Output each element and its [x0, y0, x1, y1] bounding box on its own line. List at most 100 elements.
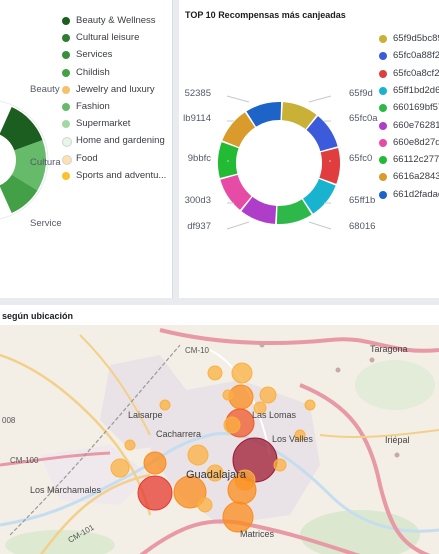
legend-label: Childish — [76, 66, 110, 78]
location-bubble[interactable] — [294, 429, 306, 441]
location-bubble[interactable] — [143, 451, 167, 475]
location-bubble[interactable] — [222, 389, 234, 401]
legend-swatch — [379, 104, 387, 113]
slice-label-cultural: Cultura — [30, 157, 61, 168]
donut-slice[interactable] — [246, 102, 282, 127]
legend-label: Beauty & Wellness — [76, 15, 156, 26]
donut-slice[interactable] — [218, 142, 239, 179]
highway-cm100 — [0, 451, 111, 467]
legend-swatch — [62, 137, 72, 148]
location-bubbles — [110, 342, 400, 533]
donut-label: 52385 — [185, 88, 211, 99]
slice-label-services: Service — [30, 218, 62, 229]
donut-label: 65fc0a — [349, 113, 378, 124]
label-008: 008 — [2, 416, 16, 425]
location-bubble[interactable] — [197, 497, 213, 513]
donut-slice[interactable] — [222, 112, 255, 148]
donut-label: 9bbfc — [188, 153, 211, 164]
map[interactable]: CM-10 Taragona Iriépal CM-100 Los Marcha… — [0, 325, 439, 554]
road — [39, 473, 151, 554]
legend-swatch — [379, 190, 387, 199]
location-bubble[interactable] — [207, 365, 223, 381]
river — [0, 432, 439, 533]
legend-label: Jewelry and luxury — [76, 83, 155, 95]
slice-cultural — [11, 140, 47, 191]
place-dot — [394, 452, 400, 458]
label-marchamales: Los Marchamales — [30, 485, 102, 495]
category-donut — [0, 100, 49, 220]
legend-swatch — [379, 52, 387, 61]
slice-services — [0, 174, 38, 213]
location-bubble[interactable] — [223, 416, 241, 434]
location-bubble[interactable] — [110, 458, 130, 478]
highway-east — [299, 383, 431, 554]
legend-swatch — [62, 103, 70, 111]
location-bubble[interactable] — [187, 444, 209, 466]
legend-label: Fashion — [76, 101, 110, 112]
donut-slice[interactable] — [241, 196, 277, 224]
legend-swatch — [379, 173, 387, 182]
location-bubble[interactable] — [173, 475, 207, 509]
slice-beauty — [0, 107, 43, 151]
location-bubble[interactable] — [124, 439, 136, 451]
donut-slice[interactable] — [319, 147, 340, 184]
label-iriepal: Iriépal — [385, 435, 410, 445]
label-matrices: Matrices — [240, 529, 275, 539]
label-cacharrera: Cacharrera — [156, 429, 201, 439]
category-panel: Beauty Cultura Service Beauty & Wellness… — [0, 0, 173, 298]
location-bubble[interactable] — [253, 401, 267, 415]
top-rewards-panel: TOP 10 Recompensas más canjeadas 52385 lb… — [179, 0, 439, 298]
location-bubble[interactable] — [273, 458, 287, 472]
legend-swatch — [62, 68, 70, 77]
location-bubble[interactable] — [231, 362, 253, 384]
label-las-lomas: Las Lomas — [252, 410, 297, 420]
location-bubble[interactable] — [206, 464, 224, 482]
donut-label: lb9114 — [183, 113, 211, 124]
location-bubble[interactable] — [137, 475, 173, 511]
legend-swatch — [62, 34, 70, 43]
donut-label: 68016 — [349, 221, 375, 232]
donut-label: 65f9d — [349, 88, 373, 99]
location-bubble[interactable] — [304, 399, 316, 411]
legend-swatch — [62, 120, 70, 129]
road — [319, 429, 439, 439]
rewards-donut: 52385 lb9114 9bbfc 300d3 df937 65f9d 65fc0a 65f… — [183, 88, 378, 232]
donut-slice[interactable] — [281, 102, 317, 130]
legend-swatch — [379, 35, 387, 43]
legend-swatch — [379, 138, 387, 147]
legend-label: Home and gardening — [76, 135, 165, 147]
legend-label: 65f9d5bc89 — [393, 33, 439, 44]
legend-swatch — [379, 121, 387, 130]
legend-swatch — [62, 17, 70, 25]
label-cm10: CM-10 — [185, 346, 210, 355]
label-los-valles: Los Valles — [272, 434, 313, 444]
donut-slice[interactable] — [276, 199, 312, 224]
location-bubble[interactable] — [159, 399, 171, 411]
label-guadalajara: Guadalajara — [186, 469, 247, 481]
legend-label: Supermarket — [76, 118, 131, 130]
legend-label: 660169bf57 — [393, 102, 439, 114]
legend-label: 66112c2772 — [393, 154, 439, 166]
donut-slice[interactable] — [303, 178, 336, 214]
legend-label: Services — [76, 49, 113, 61]
legend-label: 65fc0a8cf2 — [393, 67, 439, 79]
donut-label: 300d3 — [185, 195, 211, 206]
donut-slice[interactable] — [220, 174, 252, 210]
location-bubble[interactable] — [222, 501, 254, 533]
donut-label: df937 — [187, 221, 211, 232]
legend-label: 65ff1bd2d6 — [393, 84, 439, 96]
park — [355, 360, 435, 410]
legend-label: 6616a2843 — [393, 171, 439, 183]
place-dot — [259, 342, 265, 348]
legend-swatch — [379, 156, 387, 165]
location-bubble[interactable] — [259, 386, 277, 404]
legend-swatch — [379, 86, 387, 95]
donut-label: 65ff1b — [349, 195, 375, 206]
donut-slice[interactable] — [306, 116, 338, 152]
place-dot — [369, 357, 375, 363]
road — [0, 353, 152, 516]
park — [5, 530, 115, 554]
location-map-panel: según ubicación CM-10 Taragona Iriépal C… — [0, 305, 439, 554]
slice-label-beauty: Beauty — [30, 84, 60, 95]
legend-label: 661d2fadac — [393, 188, 439, 200]
